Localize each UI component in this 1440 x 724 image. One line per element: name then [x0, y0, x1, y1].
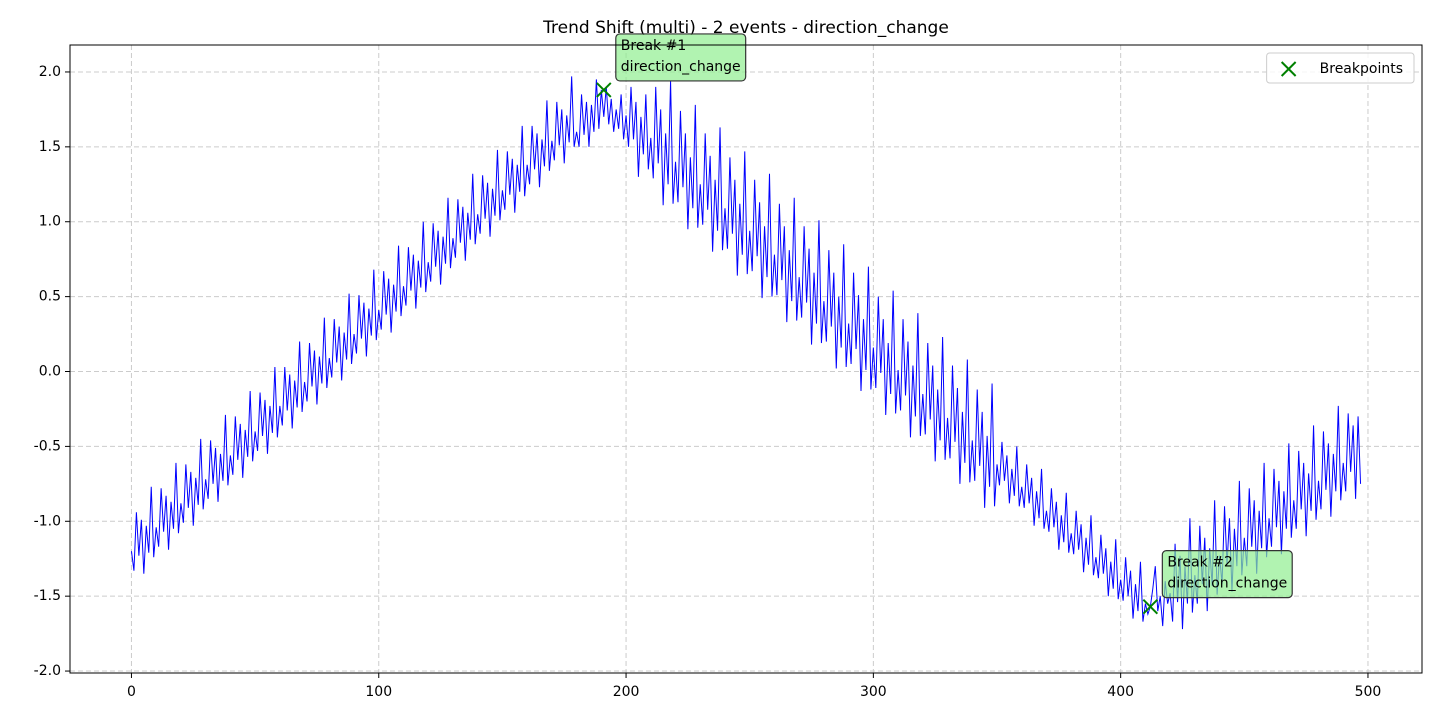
y-tick-label: -0.5 — [34, 438, 61, 454]
breakpoint-marker — [596, 82, 612, 98]
annotation-box — [615, 33, 747, 82]
y-tick-label: 1.0 — [39, 214, 61, 230]
x-tick-label: 0 — [127, 684, 136, 700]
y-tick-label: 0.5 — [39, 289, 61, 305]
annotation: Break #1 direction_change — [615, 33, 747, 82]
legend-box — [1266, 52, 1415, 84]
annotation-box — [1161, 550, 1293, 599]
legend-marker — [1280, 61, 1297, 77]
chart-title: Trend Shift (multi) - 2 events - directi… — [542, 18, 949, 38]
x-tick-label: 200 — [613, 684, 640, 700]
x-tick-label: 100 — [365, 684, 392, 700]
x-tick-label: 500 — [1355, 684, 1382, 700]
annotation: Break #2 direction_change — [1161, 550, 1293, 599]
y-tick-label: 1.5 — [39, 139, 61, 155]
x-tick-label: 300 — [860, 684, 887, 700]
y-tick-label: -1.0 — [34, 513, 61, 529]
legend: Breakpoints — [1266, 52, 1415, 84]
y-tick-label: 0.0 — [39, 364, 61, 380]
plot-frame — [69, 44, 1423, 674]
breakpoint-marker — [1142, 598, 1159, 615]
annotation-text: Break #2 — [1167, 555, 1232, 571]
y-tick-label: 2.0 — [39, 64, 61, 80]
x-tick-label: 400 — [1107, 684, 1134, 700]
annotation-text: Break #1 — [621, 38, 686, 54]
y-tick-label: -1.5 — [34, 588, 61, 604]
y-tick-label: -2.0 — [34, 663, 61, 679]
legend-label: Breakpoints — [1320, 61, 1403, 77]
data-line — [130, 76, 1362, 630]
annotation-text: direction_change — [621, 59, 741, 75]
annotation-text: direction_change — [1167, 576, 1287, 592]
